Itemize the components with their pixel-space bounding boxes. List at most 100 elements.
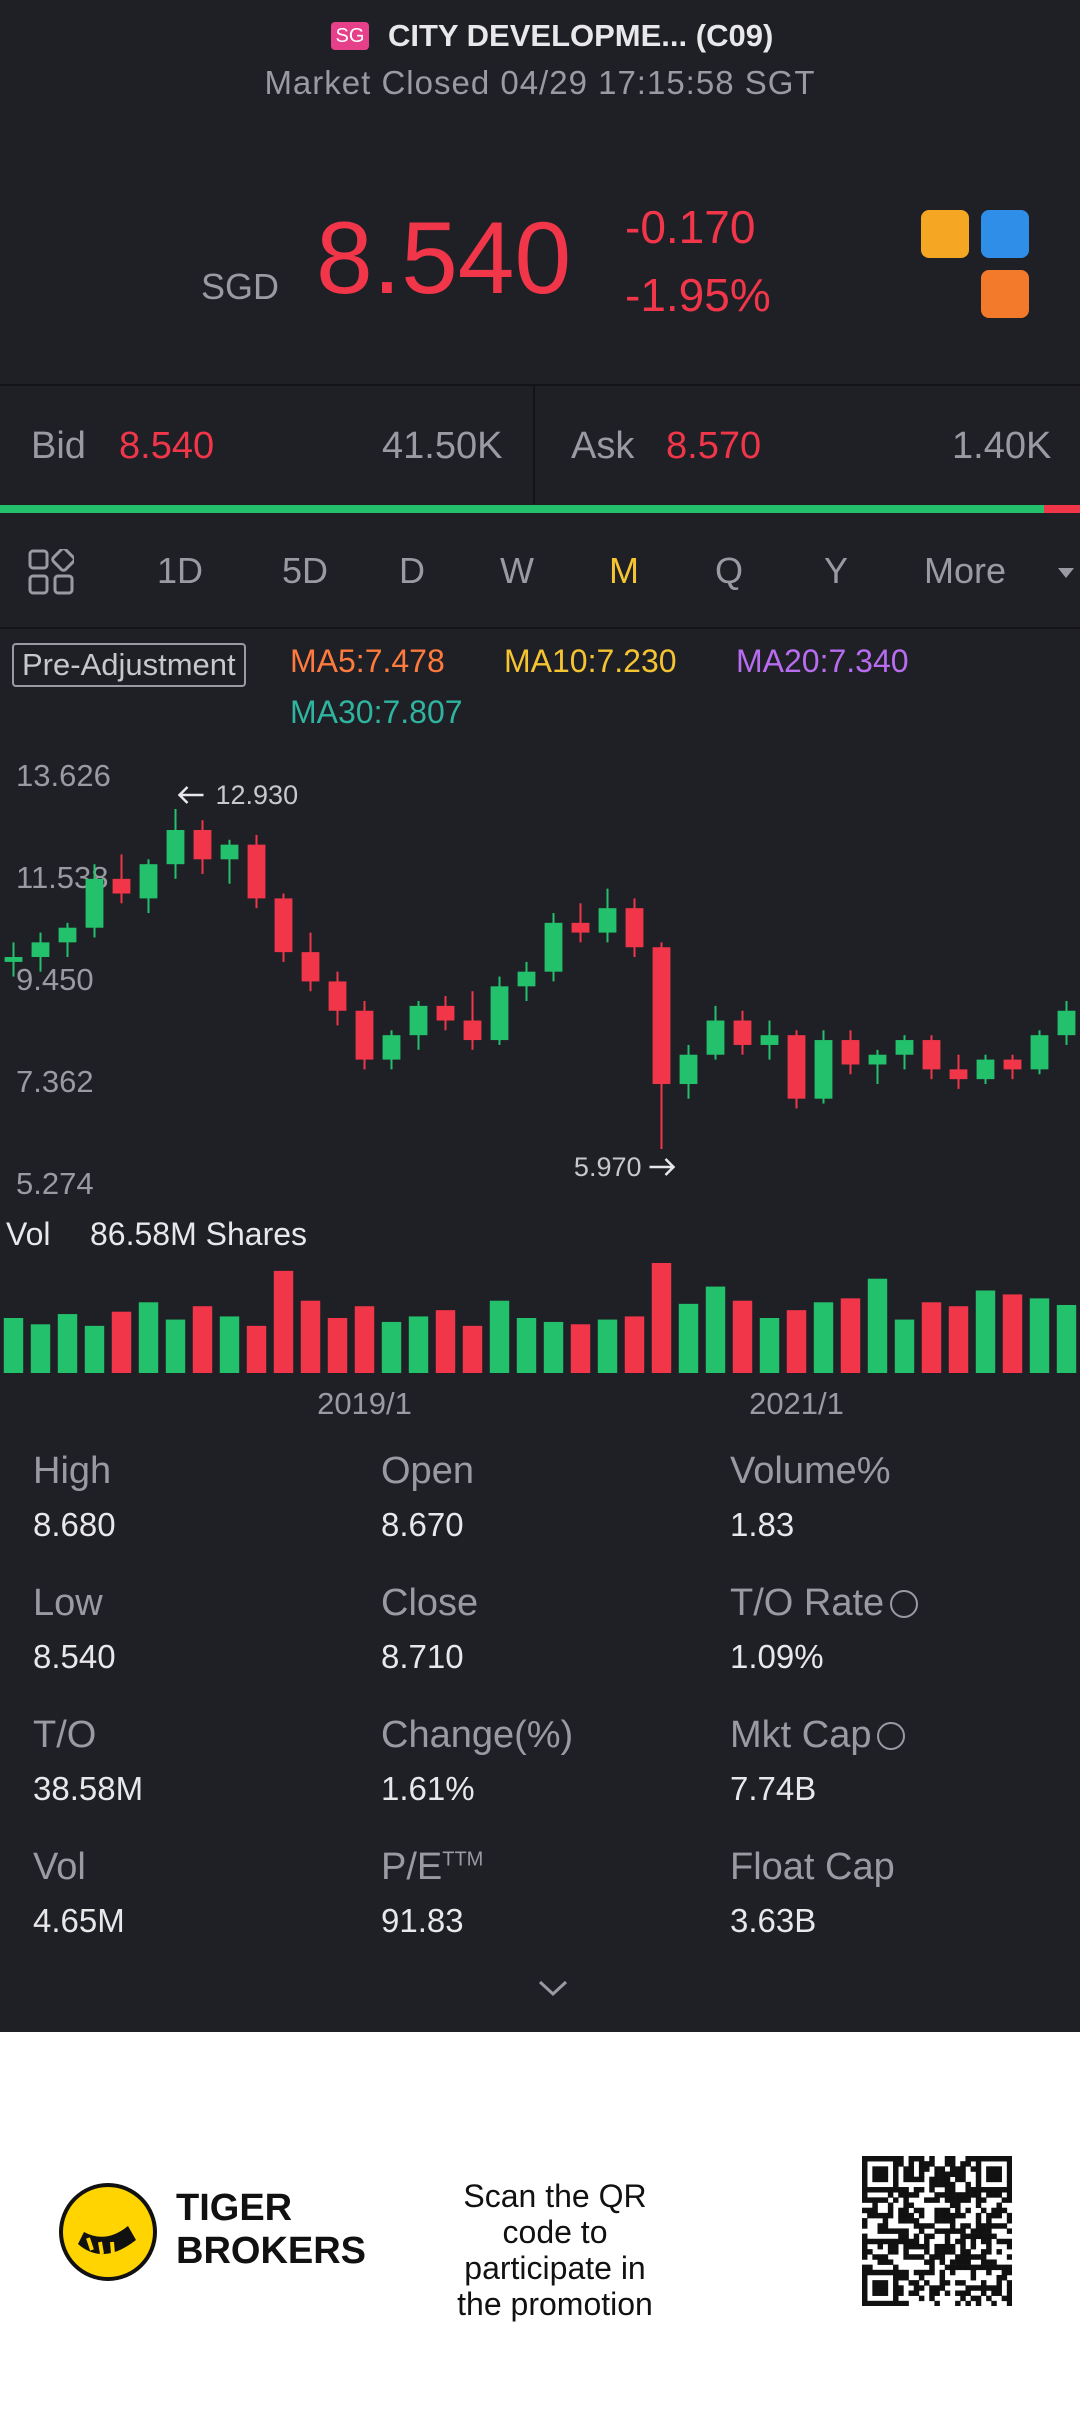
qr-module <box>986 2171 992 2177</box>
qr-module <box>862 2166 868 2172</box>
qr-module <box>908 2192 915 2198</box>
qr-module <box>924 2161 930 2167</box>
qr-module <box>996 2166 1002 2172</box>
qr-module <box>970 2192 977 2198</box>
expand-chevron[interactable] <box>536 1978 570 1998</box>
qr-module <box>882 2280 889 2286</box>
qr-module <box>898 2212 904 2219</box>
adjustment-button[interactable]: Pre-Adjustment <box>12 643 246 687</box>
qr-module <box>965 2259 971 2265</box>
qr-code <box>862 2156 1012 2306</box>
qr-module <box>877 2156 883 2162</box>
qr-module <box>1006 2156 1012 2162</box>
volume-bar <box>246 1325 267 1373</box>
qr-module <box>918 2243 925 2250</box>
qr-module <box>924 2166 930 2172</box>
qr-module <box>934 2228 940 2234</box>
qr-module <box>944 2238 951 2245</box>
qr-module <box>893 2187 899 2193</box>
candle-body <box>1030 1035 1049 1070</box>
qr-module <box>872 2269 878 2276</box>
period-tab[interactable]: Y <box>823 550 849 591</box>
bid-price: 8.540 <box>119 425 215 467</box>
qr-module <box>893 2181 899 2188</box>
qr-module <box>980 2197 987 2203</box>
info-icon[interactable] <box>890 1590 919 1618</box>
candle-body <box>301 952 320 982</box>
qr-module <box>960 2238 966 2245</box>
qr-module <box>918 2228 925 2234</box>
qr-module <box>1006 2285 1012 2291</box>
qr-module <box>918 2187 925 2193</box>
stat-label: Volume% <box>730 1450 891 1492</box>
period-tab[interactable]: D <box>399 550 425 591</box>
period-tab[interactable]: 5D <box>281 550 329 591</box>
qr-module <box>986 2269 992 2276</box>
qr-module <box>903 2254 909 2260</box>
qr-module <box>862 2218 868 2224</box>
period-tab[interactable]: 1D <box>156 550 204 591</box>
qr-module <box>965 2161 971 2167</box>
qr-module <box>877 2269 883 2276</box>
qr-module <box>898 2218 904 2224</box>
qr-module <box>929 2156 935 2162</box>
qr-module <box>949 2218 956 2224</box>
qr-module <box>975 2187 982 2193</box>
qr-module <box>975 2300 982 2306</box>
qr-module <box>996 2238 1002 2245</box>
change: -0.170 <box>625 201 756 253</box>
volume-bar <box>975 1290 996 1373</box>
qr-module <box>908 2176 915 2183</box>
qr-module <box>882 2254 889 2260</box>
stat-label: Change(%) <box>381 1714 574 1756</box>
qr-module <box>996 2192 1002 2198</box>
icon-flash[interactable] <box>981 210 1029 258</box>
qr-module <box>960 2264 966 2271</box>
qr-module <box>877 2280 883 2286</box>
qr-module <box>991 2187 997 2193</box>
qr-module <box>934 2207 940 2214</box>
period-tab[interactable]: More <box>923 550 1007 591</box>
qr-module <box>975 2156 982 2162</box>
qr-module <box>924 2259 930 2265</box>
qr-module <box>1006 2171 1012 2177</box>
x-tick-label: 2019/1 <box>317 1386 412 1421</box>
qr-module <box>960 2176 966 2183</box>
qr-module <box>862 2187 868 2193</box>
qr-module <box>903 2176 909 2183</box>
period-tab[interactable]: M <box>609 550 639 591</box>
volume-bar <box>1029 1298 1050 1373</box>
qr-module <box>898 2207 904 2214</box>
period-tab[interactable]: Q <box>714 550 744 591</box>
qr-module <box>929 2290 935 2296</box>
qr-module <box>929 2161 935 2167</box>
qr-module <box>924 2243 930 2250</box>
y-tick-label: 9.450 <box>16 962 94 997</box>
qr-module <box>893 2171 899 2177</box>
qr-module <box>877 2238 883 2245</box>
qr-module <box>1006 2295 1012 2302</box>
ma-label: MA5:7.478 <box>290 643 445 679</box>
qr-module <box>955 2212 961 2219</box>
qr-module <box>913 2280 920 2286</box>
layout-icon[interactable] <box>28 549 74 595</box>
icon-dollar[interactable] <box>921 210 969 258</box>
info-icon[interactable] <box>877 1722 906 1750</box>
period-tab[interactable]: W <box>500 550 534 591</box>
qr-module <box>986 2176 992 2183</box>
volume-bar <box>84 1325 105 1373</box>
qr-module <box>965 2223 971 2229</box>
qr-module <box>991 2300 997 2306</box>
qr-module <box>877 2223 883 2229</box>
qr-module <box>882 2156 889 2162</box>
stat-value: 8.680 <box>33 1506 116 1543</box>
more-caret[interactable] <box>1058 568 1074 578</box>
stat-sup: TTM <box>442 1848 484 1871</box>
volume-bar <box>219 1316 240 1373</box>
icon-trade[interactable] <box>981 270 1029 318</box>
candle-body <box>841 1040 860 1065</box>
qr-module <box>913 2285 920 2291</box>
qr-module <box>903 2218 909 2224</box>
qr-module <box>970 2156 977 2162</box>
